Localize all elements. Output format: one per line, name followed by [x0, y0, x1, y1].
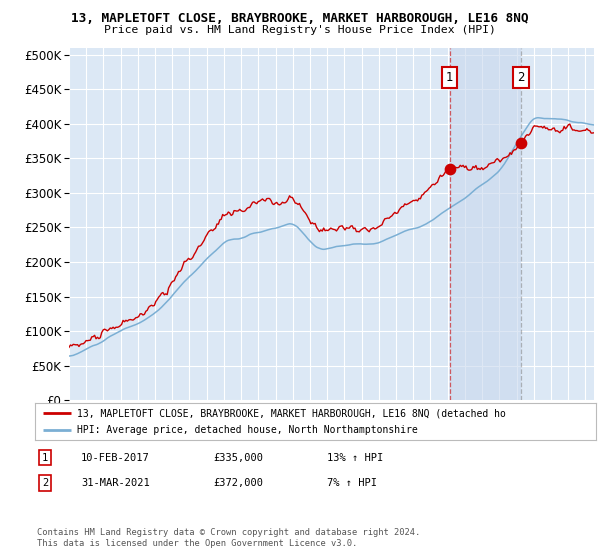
Text: £372,000: £372,000	[213, 478, 263, 488]
Text: Price paid vs. HM Land Registry's House Price Index (HPI): Price paid vs. HM Land Registry's House …	[104, 25, 496, 35]
Text: 2: 2	[42, 478, 48, 488]
Bar	[449, 48, 521, 400]
Text: 13, MAPLETOFT CLOSE, BRAYBROOKE, MARKET HARBOROUGH, LE16 8NQ: 13, MAPLETOFT CLOSE, BRAYBROOKE, MARKET …	[71, 12, 529, 25]
Text: 10-FEB-2017: 10-FEB-2017	[81, 452, 150, 463]
Text: 13% ↑ HPI: 13% ↑ HPI	[327, 452, 383, 463]
Point	[445, 164, 454, 173]
Text: 1: 1	[42, 452, 48, 463]
Text: 13, MAPLETOFT CLOSE, BRAYBROOKE, MARKET HARBOROUGH, LE16 8NQ (detached ho: 13, MAPLETOFT CLOSE, BRAYBROOKE, MARKET …	[77, 408, 506, 418]
Text: HPI: Average price, detached house, North Northamptonshire: HPI: Average price, detached house, Nort…	[77, 425, 418, 435]
Text: 7% ↑ HPI: 7% ↑ HPI	[327, 478, 377, 488]
Text: 2: 2	[517, 71, 524, 84]
Text: Contains HM Land Registry data © Crown copyright and database right 2024.
This d: Contains HM Land Registry data © Crown c…	[37, 528, 421, 548]
Text: 1: 1	[446, 71, 454, 84]
Point	[516, 138, 526, 147]
Text: £335,000: £335,000	[213, 452, 263, 463]
Text: 31-MAR-2021: 31-MAR-2021	[81, 478, 150, 488]
